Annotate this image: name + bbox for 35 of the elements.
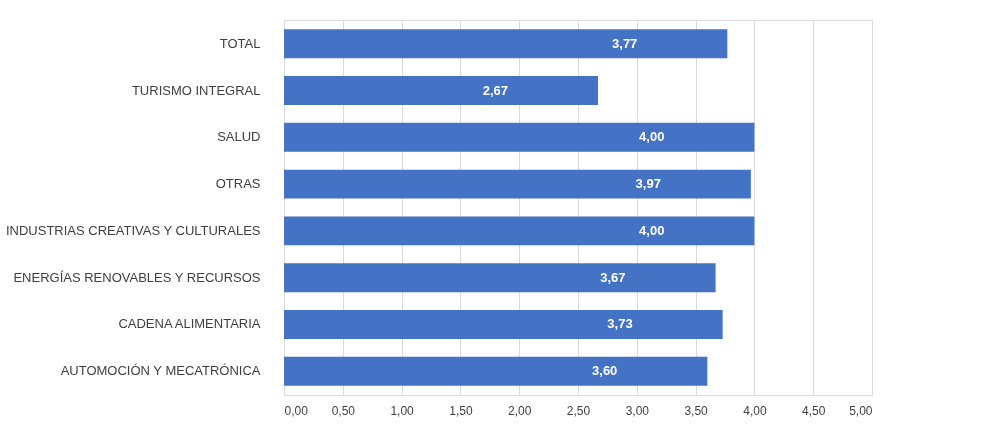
y-tick-label: TURISMO INTEGRAL: [131, 82, 261, 98]
x-tick-label: 2,50: [566, 403, 591, 418]
y-tick-label: CADENA ALIMENTARIA: [118, 316, 261, 332]
y-tick-label: ENERGÍAS RENOVABLES Y RECURSOS: [13, 269, 261, 285]
data-label: 3,60: [592, 363, 618, 379]
data-label: 3,77: [612, 35, 638, 51]
data-label: 3,67: [600, 269, 626, 285]
bar: [284, 263, 716, 293]
bar: [284, 309, 723, 339]
bar: [284, 356, 708, 386]
x-tick-label: 0,00: [284, 403, 309, 418]
bar: [284, 169, 751, 199]
x-tick-label: 2,00: [508, 403, 532, 418]
bar: [284, 122, 755, 152]
data-label: 4,00: [639, 129, 665, 145]
data-label: 4,00: [639, 222, 665, 238]
bar: [284, 216, 755, 246]
x-tick-label: 1,50: [449, 403, 473, 418]
x-tick-label: 4,50: [802, 403, 826, 418]
y-tick-label: INDUSTRIAS CREATIVAS Y CULTURALES: [5, 222, 261, 238]
x-tick-label: 0,50: [331, 403, 356, 418]
y-tick-label: OTRAS: [215, 176, 261, 192]
data-label: 3,73: [607, 316, 633, 332]
data-label: 3,97: [635, 176, 661, 192]
y-tick-label: AUTOMOCIÓN Y MECATRÓNICA: [60, 363, 261, 379]
x-tick-label: 5,00: [849, 403, 873, 418]
x-tick-label: 3,00: [625, 403, 650, 418]
bar: [284, 29, 728, 59]
data-label: 2,67: [482, 82, 508, 98]
y-tick-label: SALUD: [217, 129, 261, 145]
y-tick-label: TOTAL: [219, 35, 261, 51]
bar: [284, 76, 598, 106]
x-tick-label: 1,00: [390, 403, 415, 418]
x-tick-label: 3,50: [684, 403, 709, 418]
x-tick-label: 4,00: [743, 403, 767, 418]
